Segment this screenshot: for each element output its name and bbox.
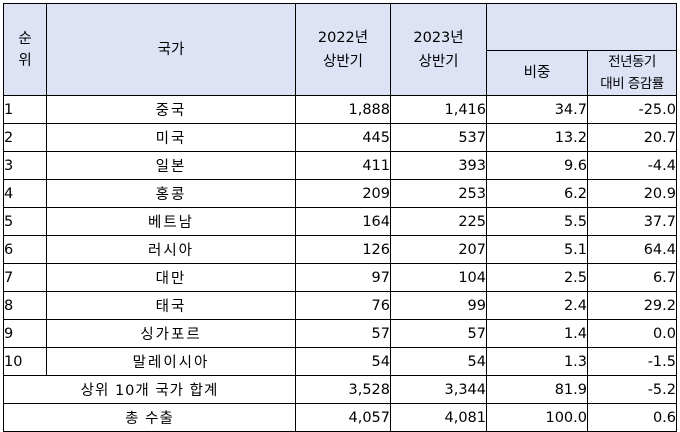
header-2023-h1: 2023년 상반기 (390, 3, 487, 96)
subtotal-yoy: -5.2 (587, 375, 677, 404)
header-yoy-change: 전년동기 대비 증감률 (587, 50, 677, 96)
share-cell: 13.2 (486, 123, 588, 152)
rank-cell: 6 (3, 235, 47, 264)
country-cell: 베트남 (46, 207, 296, 236)
value-2023-cell: 537 (390, 123, 487, 152)
table-row: 7 대만 97 104 2.5 6.7 (3, 263, 677, 292)
header-rank: 순 위 (3, 3, 47, 96)
rank-cell: 9 (3, 319, 47, 348)
table-row: 10 말레이시아 54 54 1.3 -1.5 (3, 347, 677, 376)
value-2023-cell: 225 (390, 207, 487, 236)
country-cell: 일본 (46, 151, 296, 180)
country-cell: 중국 (46, 95, 296, 124)
value-2023-cell: 253 (390, 179, 487, 208)
table-row: 4 홍콩 209 253 6.2 20.9 (3, 179, 677, 208)
total-row: 총 수출 4,057 4,081 100.0 0.6 (3, 403, 677, 432)
rank-cell: 8 (3, 291, 47, 320)
yoy-cell: -25.0 (587, 95, 677, 124)
country-cell: 싱가포르 (46, 319, 296, 348)
yoy-cell: 29.2 (587, 291, 677, 320)
yoy-cell: -4.4 (587, 151, 677, 180)
yoy-cell: 20.9 (587, 179, 677, 208)
country-cell: 대만 (46, 263, 296, 292)
rank-cell: 10 (3, 347, 47, 376)
value-2022-cell: 97 (295, 263, 391, 292)
share-cell: 5.5 (486, 207, 588, 236)
value-2023-cell: 54 (390, 347, 487, 376)
value-2022-cell: 54 (295, 347, 391, 376)
value-2022-cell: 1,888 (295, 95, 391, 124)
rank-cell: 1 (3, 95, 47, 124)
header-share: 비중 (486, 50, 588, 96)
subtotal-2022: 3,528 (295, 375, 391, 404)
table-row: 9 싱가포르 57 57 1.4 0.0 (3, 319, 677, 348)
total-label: 총 수출 (3, 403, 296, 432)
export-table: 순 위 국가 2022년 상반기 2023년 상반기 비중 전년동기 대비 증감… (3, 3, 677, 432)
value-2022-cell: 126 (295, 235, 391, 264)
subtotal-2023: 3,344 (390, 375, 487, 404)
header-2022-h1: 2022년 상반기 (295, 3, 391, 96)
share-cell: 1.3 (486, 347, 588, 376)
rank-cell: 7 (3, 263, 47, 292)
header-2023-subgroup (486, 3, 677, 51)
rank-cell: 5 (3, 207, 47, 236)
share-cell: 1.4 (486, 319, 588, 348)
value-2023-cell: 57 (390, 319, 487, 348)
total-share: 100.0 (486, 403, 588, 432)
rank-cell: 3 (3, 151, 47, 180)
table-row: 2 미국 445 537 13.2 20.7 (3, 123, 677, 152)
yoy-cell: 20.7 (587, 123, 677, 152)
table-row: 6 러시아 126 207 5.1 64.4 (3, 235, 677, 264)
value-2023-cell: 99 (390, 291, 487, 320)
yoy-cell: 37.7 (587, 207, 677, 236)
share-cell: 34.7 (486, 95, 588, 124)
value-2023-cell: 104 (390, 263, 487, 292)
share-cell: 2.4 (486, 291, 588, 320)
rank-cell: 4 (3, 179, 47, 208)
country-cell: 말레이시아 (46, 347, 296, 376)
yoy-cell: 0.0 (587, 319, 677, 348)
table-row: 3 일본 411 393 9.6 -4.4 (3, 151, 677, 180)
value-2022-cell: 76 (295, 291, 391, 320)
rank-cell: 2 (3, 123, 47, 152)
country-cell: 미국 (46, 123, 296, 152)
share-cell: 9.6 (486, 151, 588, 180)
subtotal-row: 상위 10개 국가 합계 3,528 3,344 81.9 -5.2 (3, 375, 677, 404)
table-row: 1 중국 1,888 1,416 34.7 -25.0 (3, 95, 677, 124)
value-2023-cell: 207 (390, 235, 487, 264)
total-2023: 4,081 (390, 403, 487, 432)
country-cell: 러시아 (46, 235, 296, 264)
value-2022-cell: 411 (295, 151, 391, 180)
value-2022-cell: 445 (295, 123, 391, 152)
value-2023-cell: 393 (390, 151, 487, 180)
value-2022-cell: 209 (295, 179, 391, 208)
subtotal-share: 81.9 (486, 375, 588, 404)
value-2022-cell: 164 (295, 207, 391, 236)
share-cell: 5.1 (486, 235, 588, 264)
share-cell: 2.5 (486, 263, 588, 292)
header-country: 국가 (46, 3, 296, 96)
value-2023-cell: 1,416 (390, 95, 487, 124)
yoy-cell: -1.5 (587, 347, 677, 376)
table-row: 8 태국 76 99 2.4 29.2 (3, 291, 677, 320)
subtotal-label: 상위 10개 국가 합계 (3, 375, 296, 404)
table-row: 5 베트남 164 225 5.5 37.7 (3, 207, 677, 236)
total-yoy: 0.6 (587, 403, 677, 432)
yoy-cell: 64.4 (587, 235, 677, 264)
country-cell: 태국 (46, 291, 296, 320)
share-cell: 6.2 (486, 179, 588, 208)
value-2022-cell: 57 (295, 319, 391, 348)
total-2022: 4,057 (295, 403, 391, 432)
yoy-cell: 6.7 (587, 263, 677, 292)
country-cell: 홍콩 (46, 179, 296, 208)
